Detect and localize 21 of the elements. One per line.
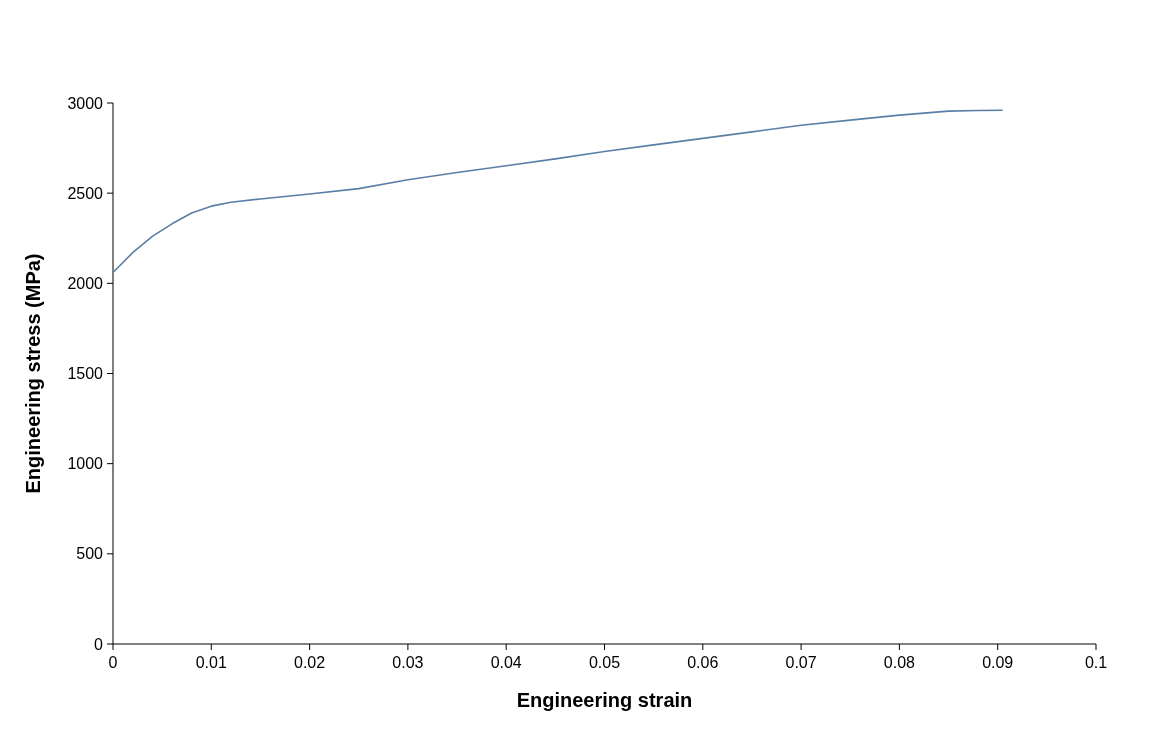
x-tick-label: 0.05 xyxy=(588,654,621,671)
x-tick-label: 0.1 xyxy=(1084,654,1108,671)
x-tick-label: 0.02 xyxy=(294,654,326,671)
x-axis-title: Engineering strain xyxy=(516,689,693,711)
x-tick-label: 0.08 xyxy=(883,654,916,671)
x-tick-label: 0.04 xyxy=(490,654,522,671)
x-tick-label: 0.03 xyxy=(392,654,424,671)
x-tick-label: 0.01 xyxy=(195,654,227,671)
y-tick-label: 3000 xyxy=(67,94,104,112)
x-tick-label: 0.09 xyxy=(982,654,1014,671)
y-tick-label: 2000 xyxy=(67,274,104,292)
y-tick-label: 500 xyxy=(76,545,104,563)
x-tick-label: 0.07 xyxy=(785,654,817,671)
y-tick-label: 0 xyxy=(94,635,104,653)
y-tick-label: 1000 xyxy=(67,455,104,473)
x-tick-label: 0.06 xyxy=(687,654,719,671)
x-tick-label: 0 xyxy=(108,654,118,671)
y-tick-label: 2500 xyxy=(67,184,104,202)
y-axis-title: Engineering stress (MPa) xyxy=(22,253,44,494)
y-tick-label: 1500 xyxy=(67,365,104,383)
line-series xyxy=(112,109,1004,274)
